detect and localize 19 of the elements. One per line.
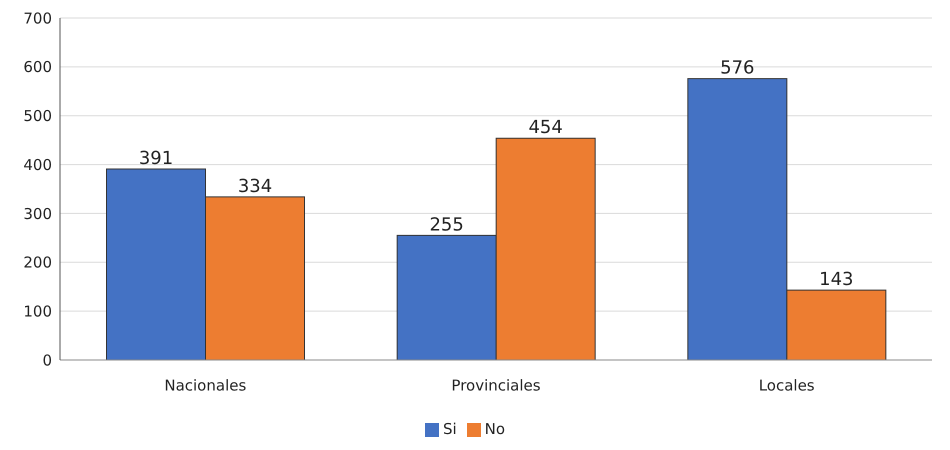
data-label: 143 [819,269,854,290]
data-label: 255 [429,214,464,236]
y-tick-label: 100 [23,302,52,320]
x-tick-label: Provinciales [451,376,541,395]
data-label: 454 [528,117,563,138]
y-tick-label: 200 [23,254,52,272]
data-label: 576 [720,58,755,79]
x-tick-label: Locales [758,376,815,395]
data-label: 391 [138,148,174,169]
y-tick-label: 0 [42,351,52,370]
legend-label: No [484,420,506,438]
y-tick-label: 400 [23,156,52,174]
legend-label: Si [442,420,457,438]
y-tick-label: 500 [23,107,52,126]
y-tick-label: 600 [23,58,52,76]
x-tick-label: Nacionales [164,376,246,395]
data-label: 334 [238,176,272,197]
y-tick-label: 700 [23,9,52,28]
y-tick-label: 300 [23,204,52,223]
